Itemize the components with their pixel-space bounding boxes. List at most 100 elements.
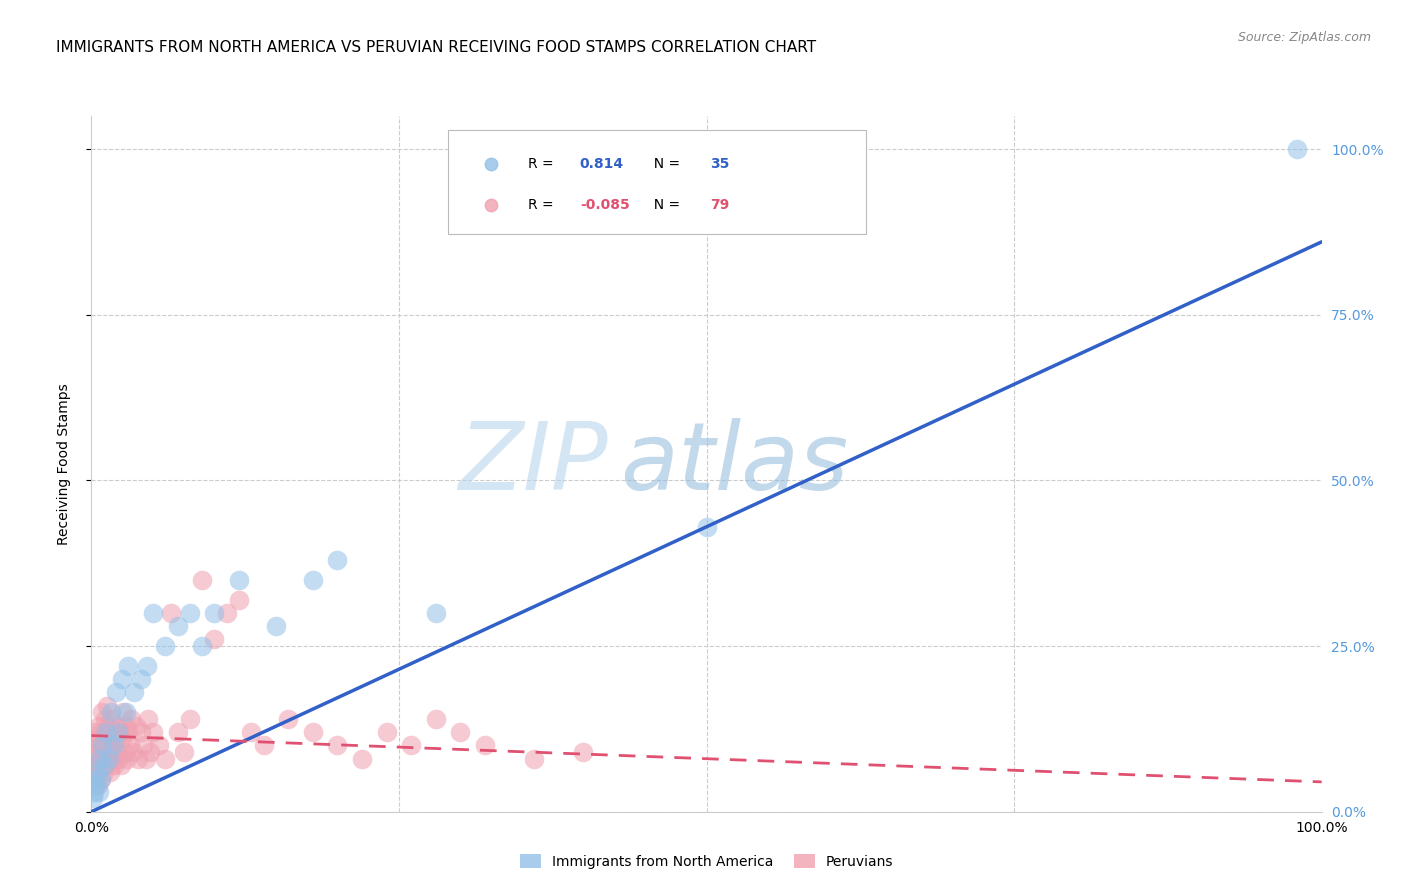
Y-axis label: Receiving Food Stamps: Receiving Food Stamps (56, 383, 70, 545)
Point (107, 752, 129, 766)
Point (122, 745, 145, 759)
Point (166, 619, 188, 633)
Point (90, 772, 112, 786)
Point (100, 752, 122, 766)
Point (97, 745, 120, 759)
Point (139, 745, 162, 759)
Point (124, 685, 146, 699)
Point (117, 725, 139, 739)
Point (228, 592, 250, 607)
Point (94, 752, 117, 766)
Point (89, 739, 111, 753)
Point (90, 725, 112, 739)
Point (572, 745, 595, 759)
Point (148, 739, 170, 753)
Point (160, 606, 183, 620)
Point (129, 672, 152, 686)
Point (202, 632, 225, 647)
Point (191, 639, 214, 653)
Point (104, 731, 127, 746)
Point (82, 752, 104, 766)
Point (202, 606, 225, 620)
Point (301, 573, 323, 587)
Point (399, 739, 422, 753)
Text: N =: N = (645, 157, 685, 171)
Point (98, 739, 121, 753)
Point (100, 712, 122, 726)
Point (84, 758, 107, 772)
Legend: Immigrants from North America, Peruvians: Immigrants from North America, Peruvians (515, 848, 898, 874)
Point (86, 778, 108, 792)
Text: atlas: atlas (620, 418, 849, 509)
Text: IMMIGRANTS FROM NORTH AMERICA VS PERUVIAN RECEIVING FOOD STAMPS CORRELATION CHAR: IMMIGRANTS FROM NORTH AMERICA VS PERUVIA… (56, 40, 817, 55)
Point (179, 606, 201, 620)
Point (301, 725, 323, 739)
Point (474, 739, 496, 753)
Point (86, 764, 108, 779)
Point (264, 619, 287, 633)
Point (135, 659, 157, 673)
Point (425, 606, 447, 620)
Point (111, 672, 134, 686)
Text: ZIP: ZIP (458, 418, 607, 509)
Point (132, 739, 155, 753)
Point (100, 706, 122, 720)
Point (103, 739, 125, 753)
Point (449, 725, 471, 739)
Point (114, 706, 138, 720)
Point (101, 725, 124, 739)
Text: 79: 79 (710, 198, 730, 211)
Text: N =: N = (645, 198, 685, 211)
Point (111, 731, 134, 746)
Point (98, 764, 121, 779)
Point (326, 553, 349, 567)
Point (112, 706, 135, 720)
Text: -0.085: -0.085 (579, 198, 630, 211)
Point (215, 606, 238, 620)
Point (228, 573, 250, 587)
Point (86, 731, 108, 746)
Text: 35: 35 (710, 157, 730, 171)
Point (84, 725, 107, 739)
Point (86, 778, 108, 792)
Point (253, 739, 276, 753)
Point (96, 758, 117, 772)
Point (240, 725, 263, 739)
Point (105, 718, 128, 732)
Point (118, 739, 141, 753)
Point (96, 725, 117, 739)
Point (97, 718, 120, 732)
Point (142, 725, 165, 739)
Text: Source: ZipAtlas.com: Source: ZipAtlas.com (1237, 31, 1371, 45)
Point (129, 725, 152, 739)
Point (83, 772, 105, 786)
Point (89, 758, 111, 772)
Point (153, 639, 177, 653)
Point (83, 785, 105, 799)
Point (82, 791, 104, 805)
Point (352, 752, 374, 766)
Point (153, 752, 177, 766)
Point (105, 745, 127, 759)
Point (166, 725, 188, 739)
Point (86, 764, 108, 779)
Point (91, 706, 114, 720)
Point (90, 772, 112, 786)
Point (179, 712, 201, 726)
Point (84, 772, 107, 786)
Point (93, 739, 115, 753)
Point (375, 725, 398, 739)
Point (523, 752, 546, 766)
Point (93, 758, 115, 772)
Point (83, 739, 105, 753)
Point (89, 752, 111, 766)
Text: R =: R = (529, 198, 558, 211)
Point (93, 764, 115, 779)
Text: 0.814: 0.814 (579, 157, 624, 171)
Point (124, 718, 146, 732)
Text: R =: R = (529, 157, 558, 171)
Point (191, 573, 214, 587)
Point (103, 758, 125, 772)
Point (326, 739, 349, 753)
Point (142, 606, 165, 620)
